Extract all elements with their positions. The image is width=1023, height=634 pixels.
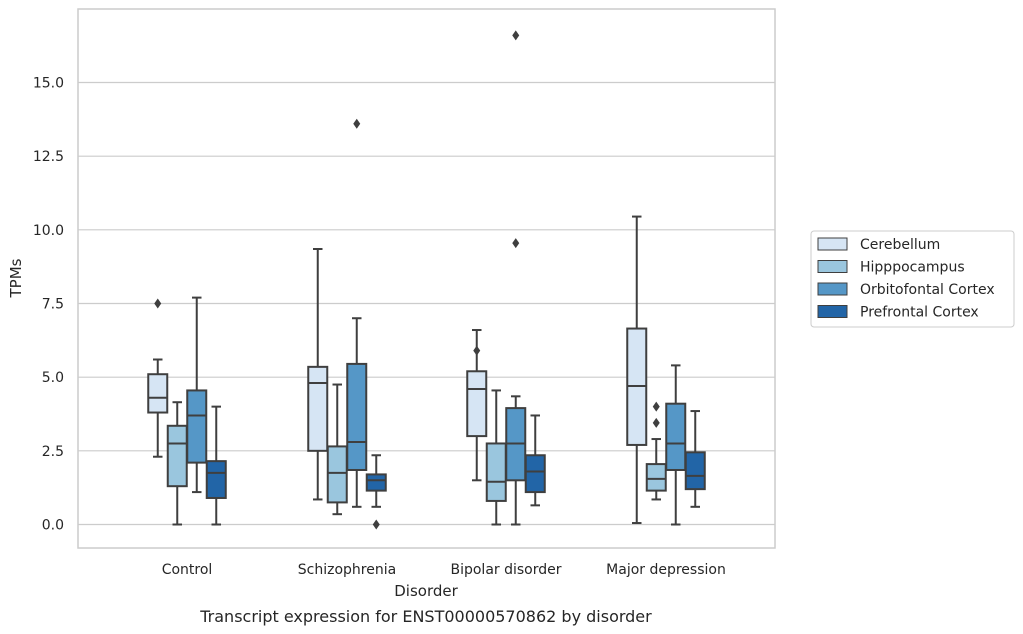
box-iqr <box>205 460 227 499</box>
legend-frame <box>810 230 1015 328</box>
y-axis-title: TPMs <box>7 258 25 298</box>
x-axis-ticks: Control Schizophrenia Bipolar disorder Majo… <box>162 562 726 578</box>
box-iqr <box>186 389 208 464</box>
box-iqr <box>346 362 368 471</box>
box-cerebellum <box>466 329 488 482</box>
box-iqr <box>147 373 169 414</box>
box-iqr <box>645 463 667 492</box>
legend-label: Hipppocampus <box>860 260 965 276</box>
y-tick-label: 2.5 <box>42 444 64 460</box>
outlier-point <box>512 238 520 249</box>
box-orbitofontal-cortex <box>346 118 368 508</box>
y-tick-label: 5.0 <box>42 370 64 386</box>
x-tick-label: Schizophrenia <box>298 562 396 578</box>
box-prefrontal-cortex <box>684 410 706 508</box>
box-orbitofontal-cortex <box>505 30 527 526</box>
x-tick-label: Major depression <box>606 562 726 578</box>
box-hipppocampus <box>645 401 667 501</box>
y-tick-label: 0.0 <box>42 518 64 534</box>
outlier-point <box>652 417 660 428</box>
x-axis-title: Disorder <box>394 582 458 600</box>
box-iqr <box>326 445 348 504</box>
box-orbitofontal-cortex <box>186 296 208 494</box>
legend: Cerebellum Hipppocampus Orbitofontal Corte… <box>810 230 1015 328</box>
box-prefrontal-cortex <box>205 405 227 526</box>
outlier-point <box>372 519 380 530</box>
box-hipppocampus <box>166 401 188 526</box>
legend-swatch <box>817 260 848 273</box>
plot-area-frame <box>77 8 776 549</box>
box-iqr <box>365 473 387 492</box>
box-iqr <box>166 424 188 488</box>
chart-caption: Transcript expression for ENST0000057086… <box>199 607 652 626</box>
box-hipppocampus <box>326 383 348 516</box>
outlier-point <box>353 118 361 129</box>
box-prefrontal-cortex <box>524 414 546 507</box>
y-axis-ticks: 0.0 2.5 5.0 7.5 10.0 12.5 15.0 <box>33 76 64 534</box>
box-cerebellum <box>147 298 169 458</box>
box-cerebellum <box>626 215 648 525</box>
outlier-point <box>473 345 481 356</box>
box-hipppocampus <box>485 389 507 526</box>
box-iqr <box>466 370 488 438</box>
box-iqr <box>524 454 546 494</box>
outlier-point <box>652 401 660 412</box>
box-prefrontal-cortex <box>365 454 387 530</box>
box-iqr <box>307 365 329 452</box>
box-iqr <box>665 402 687 471</box>
box-cerebellum <box>307 247 329 501</box>
box-iqr <box>485 442 507 502</box>
legend-swatch <box>817 305 848 318</box>
x-tick-label: Control <box>162 562 213 578</box>
outlier-point <box>154 298 162 309</box>
legend-label: Prefrontal Cortex <box>860 305 979 321</box>
legend-label: Orbitofontal Cortex <box>860 282 995 298</box>
box-iqr <box>684 451 706 491</box>
x-tick-label: Bipolar disorder <box>450 562 561 578</box>
legend-swatch <box>817 282 848 296</box>
legend-label: Cerebellum <box>860 237 940 253</box>
outlier-point <box>512 30 520 41</box>
y-tick-label: 12.5 <box>33 149 64 165</box>
y-tick-label: 15.0 <box>33 76 64 92</box>
y-tick-label: 7.5 <box>42 297 64 313</box>
y-tick-label: 10.0 <box>33 223 64 239</box>
legend-swatch <box>817 237 848 251</box>
box-series-layer <box>147 30 706 530</box>
box-orbitofontal-cortex <box>665 364 687 526</box>
